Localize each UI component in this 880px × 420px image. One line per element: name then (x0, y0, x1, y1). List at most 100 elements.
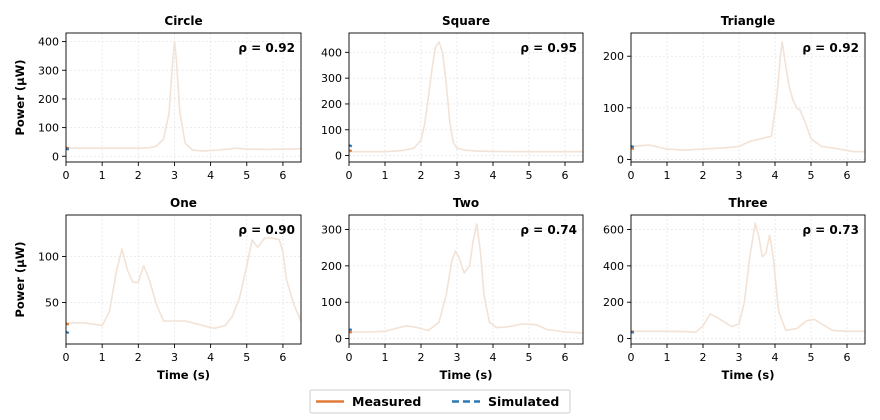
y-tick-label: 300 (321, 224, 342, 237)
x-tick-label: 1 (99, 351, 106, 364)
y-tick-label: 100 (321, 124, 342, 137)
y-tick-label: 300 (321, 72, 342, 85)
series-line-measured-0 (631, 222, 865, 334)
y-tick-label: 0 (335, 150, 342, 163)
x-tick-label: 2 (418, 169, 425, 182)
x-tick-label: 3 (171, 351, 178, 364)
panel-title: Square (442, 14, 490, 28)
x-tick-label: 1 (664, 351, 671, 364)
x-tick-label: 0 (346, 169, 353, 182)
series-line-simulated-2 (349, 144, 353, 148)
x-tick-label: 2 (135, 169, 142, 182)
panel-title: Two (453, 196, 479, 210)
y-tick-label: 400 (603, 260, 624, 273)
series-line-measured-1 (631, 147, 635, 151)
series-line-measured-0 (66, 40, 301, 152)
x-tick-label: 1 (99, 169, 106, 182)
panel-title: Three (729, 196, 768, 210)
x-axis-label: Time (s) (722, 368, 775, 382)
x-tick-label: 5 (243, 169, 250, 182)
x-tick-label: 1 (382, 351, 389, 364)
y-tick-label: 50 (45, 297, 59, 310)
y-axis-label: Power (μW) (13, 59, 27, 135)
x-tick-label: 6 (562, 351, 569, 364)
x-tick-label: 6 (279, 351, 286, 364)
x-tick-label: 1 (382, 169, 389, 182)
y-tick-label: 200 (38, 93, 59, 106)
y-tick-label: 400 (321, 46, 342, 59)
x-tick-label: 4 (207, 169, 214, 182)
y-tick-label: 200 (603, 50, 624, 63)
series-line-measured-0 (66, 237, 301, 330)
rho-annotation: ρ = 0.74 (520, 223, 577, 237)
y-tick-label: 100 (603, 102, 624, 115)
series-line-measured-1 (349, 149, 353, 152)
rho-annotation: ρ = 0.73 (802, 223, 859, 237)
x-tick-label: 6 (844, 169, 851, 182)
x-tick-label: 5 (526, 169, 533, 182)
panel-title: One (170, 196, 197, 210)
y-tick-label: 0 (52, 150, 59, 163)
legend-simulated-label: Simulated (488, 394, 559, 409)
y-tick-label: 200 (321, 260, 342, 273)
x-tick-label: 6 (562, 169, 569, 182)
x-tick-label: 3 (171, 169, 178, 182)
rho-annotation: ρ = 0.92 (238, 41, 295, 55)
legend-frame (309, 389, 571, 414)
chart-panel-circle: 0 1 2 3 4 5 6 0 100 200 300 400 Circle ρ = 0.92 Power … (13, 14, 302, 182)
chart-panel-two: 0 1 2 3 4 5 6 0 100 200 300 Two ρ = 0.74 Time (s) (321, 196, 584, 382)
x-tick-label: 6 (844, 351, 851, 364)
x-tick-label: 1 (664, 169, 671, 182)
panel-title: Triangle (721, 14, 775, 28)
legend-measured-label: Measured (352, 394, 421, 409)
y-tick-label: 300 (38, 64, 59, 77)
plot-frame (630, 214, 866, 345)
x-tick-label: 0 (63, 169, 70, 182)
x-tick-label: 2 (700, 351, 707, 364)
x-axis-label: Time (s) (440, 368, 493, 382)
x-tick-label: 3 (454, 351, 461, 364)
plot-frame (348, 214, 584, 345)
y-tick-label: 200 (603, 296, 624, 309)
x-tick-label: 4 (490, 169, 497, 182)
series-line-measured-0 (349, 223, 583, 334)
x-tick-label: 5 (808, 351, 815, 364)
x-tick-label: 0 (628, 169, 635, 182)
series-line-simulated-2 (631, 144, 635, 149)
legend: Measured Simulated (309, 389, 571, 414)
series-line-measured-1 (66, 322, 70, 326)
x-tick-label: 5 (526, 351, 533, 364)
x-tick-label: 4 (772, 351, 779, 364)
plot-frame (630, 32, 866, 163)
x-tick-label: 3 (454, 169, 461, 182)
rho-annotation: ρ = 0.90 (238, 223, 295, 237)
y-tick-label: 100 (321, 296, 342, 309)
x-tick-label: 0 (63, 351, 70, 364)
x-tick-label: 3 (736, 351, 743, 364)
series-line-measured-0 (349, 41, 583, 153)
chart-panel-triangle: 0 1 2 3 4 5 6 0 100 200 Triangle ρ = 0.92 (603, 14, 866, 182)
x-tick-label: 5 (808, 169, 815, 182)
x-tick-label: 4 (490, 351, 497, 364)
chart-panel-one: 0 1 2 3 4 5 6 50 100 One ρ = 0.90 Power (μW) Time (s… (13, 196, 302, 382)
y-tick-label: 0 (617, 333, 624, 346)
x-tick-label: 3 (736, 169, 743, 182)
x-tick-label: 2 (418, 351, 425, 364)
rho-annotation: ρ = 0.92 (802, 41, 859, 55)
y-tick-label: 200 (321, 98, 342, 111)
series-line-simulated-2 (66, 330, 70, 334)
chart-panel-three: 0 1 2 3 4 5 6 0 200 400 600 Three ρ = 0.73 Time (s) (603, 196, 866, 382)
x-tick-label: 2 (700, 169, 707, 182)
x-tick-label: 6 (279, 169, 286, 182)
panel-title: Circle (164, 14, 202, 28)
y-tick-label: 400 (38, 36, 59, 49)
x-tick-label: 4 (772, 169, 779, 182)
y-axis-label: Power (μW) (13, 241, 27, 317)
plot-frame (65, 214, 302, 345)
x-tick-label: 0 (628, 351, 635, 364)
y-tick-label: 0 (335, 333, 342, 346)
y-tick-label: 100 (38, 122, 59, 135)
plot-frame (65, 32, 302, 163)
x-tick-label: 0 (346, 351, 353, 364)
